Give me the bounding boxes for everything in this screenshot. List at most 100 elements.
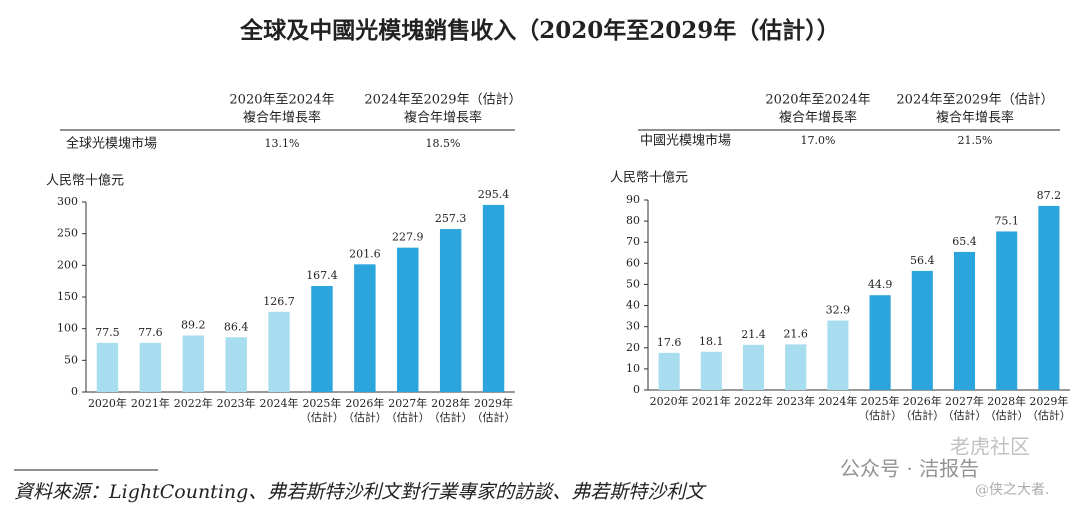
value-label: 65.4	[952, 235, 977, 248]
value-label: 257.3	[435, 212, 467, 225]
x-tick-label: （估計）	[386, 410, 430, 424]
table-row-label: 全球光模塊市場	[66, 136, 157, 152]
x-tick-label: 2029年	[1029, 394, 1068, 408]
table-cell: 17.0%	[801, 134, 836, 147]
bar	[658, 352, 680, 390]
x-tick-label: 2024年	[818, 394, 857, 408]
y-tick-label: 300	[57, 195, 78, 208]
table-cell: 21.5%	[958, 134, 993, 147]
bar	[311, 285, 333, 392]
x-tick-label: 2029年	[474, 396, 513, 410]
value-label: 227.9	[392, 231, 424, 244]
table-header: 複合年增長率	[243, 110, 321, 126]
x-tick-label: 2021年	[131, 396, 170, 410]
bar	[225, 337, 247, 392]
bar	[953, 251, 976, 390]
x-tick-label: 2024年	[260, 396, 299, 410]
bar	[996, 231, 1018, 390]
y-tick-label: 0	[71, 385, 78, 398]
x-tick-label: （估計）	[300, 410, 344, 424]
x-tick-label: （估計）	[985, 408, 1029, 422]
table-header: 2020年至2024年	[765, 93, 870, 108]
x-tick-label: 2021年	[692, 394, 731, 408]
x-tick-label: 2026年	[903, 394, 942, 408]
x-tick-label: （估計）	[900, 408, 944, 422]
bar	[1038, 205, 1060, 390]
bar	[268, 311, 290, 392]
page-title: 全球及中國光模塊銷售收入（2020年至2029年（估計））	[239, 17, 840, 44]
x-tick-label: 2020年	[650, 394, 689, 408]
x-tick-label: 2023年	[776, 394, 815, 408]
value-label: 126.7	[263, 295, 295, 308]
y-tick-label: 60	[626, 256, 640, 269]
y-axis-label: 人民幣十億元	[46, 173, 124, 189]
y-tick-label: 10	[626, 362, 640, 375]
value-label: 77.5	[95, 326, 120, 339]
bar	[182, 335, 204, 392]
y-tick-label: 100	[57, 322, 78, 335]
table-header: 2024年至2029年（估計）	[896, 92, 1053, 108]
value-label: 44.9	[868, 278, 893, 291]
table-header: 2020年至2024年	[229, 93, 334, 108]
bar	[397, 247, 419, 392]
x-tick-label: 2028年	[431, 396, 470, 410]
x-tick-label: 2022年	[174, 396, 213, 410]
value-label: 75.1	[994, 214, 1019, 227]
y-tick-label: 200	[57, 258, 78, 271]
x-tick-label: （估計）	[429, 410, 473, 424]
value-label: 167.4	[306, 269, 338, 282]
value-label: 17.6	[657, 336, 682, 349]
value-label: 77.6	[138, 326, 163, 339]
watermark: 老虎社区	[950, 435, 1030, 459]
value-label: 89.2	[181, 319, 206, 332]
table-header: 複合年增長率	[936, 110, 1014, 126]
y-tick-label: 150	[57, 290, 78, 303]
bar	[869, 295, 891, 390]
y-axis-label: 人民幣十億元	[610, 170, 688, 186]
bar	[911, 270, 933, 390]
x-tick-label: 2026年	[345, 396, 384, 410]
y-tick-label: 0	[633, 383, 640, 396]
table-header: 複合年增長率	[404, 110, 482, 126]
source: 資料來源：LightCounting、弗若斯特沙利文對行業專家的訪談、弗若斯特沙…	[14, 481, 707, 503]
bar	[700, 351, 722, 390]
bar	[439, 229, 462, 392]
value-label: 295.4	[478, 188, 510, 201]
table-header: 複合年增長率	[779, 110, 857, 126]
x-tick-label: （估計）	[1027, 408, 1071, 422]
x-tick-label: （估計）	[943, 408, 987, 422]
y-tick-label: 50	[64, 353, 78, 366]
x-tick-label: （估計）	[858, 408, 902, 422]
x-tick-label: 2027年	[945, 394, 984, 408]
y-tick-label: 90	[626, 193, 640, 206]
y-tick-label: 50	[626, 277, 640, 290]
x-tick-label: 2023年	[217, 396, 256, 410]
value-label: 21.6	[783, 327, 808, 340]
x-tick-label: （估計）	[343, 410, 387, 424]
value-label: 56.4	[910, 254, 935, 267]
y-tick-label: 40	[626, 299, 640, 312]
x-tick-label: 2020年	[88, 396, 127, 410]
x-tick-label: （估計）	[472, 410, 516, 424]
x-tick-label: 2027年	[388, 396, 427, 410]
x-tick-label: 2025年	[302, 396, 341, 410]
watermark: @侠之大者.	[975, 482, 1049, 498]
value-label: 86.4	[224, 320, 249, 333]
table-header: 2024年至2029年（估計）	[364, 92, 521, 108]
y-tick-label: 20	[626, 341, 640, 354]
y-tick-label: 250	[57, 227, 78, 240]
value-label: 21.4	[741, 328, 766, 341]
y-tick-label: 70	[626, 235, 640, 248]
table-cell: 13.1%	[265, 137, 300, 150]
table-cell: 18.5%	[426, 137, 461, 150]
y-tick-label: 80	[626, 214, 640, 227]
bar	[785, 344, 807, 390]
watermark: 公众号 · 洁报告	[840, 457, 979, 481]
bar	[139, 342, 162, 392]
value-label: 18.1	[699, 335, 724, 348]
x-tick-label: 2025年	[861, 394, 900, 408]
y-tick-label: 30	[626, 320, 640, 333]
bar	[742, 344, 765, 390]
x-tick-label: 2028年	[987, 394, 1026, 408]
